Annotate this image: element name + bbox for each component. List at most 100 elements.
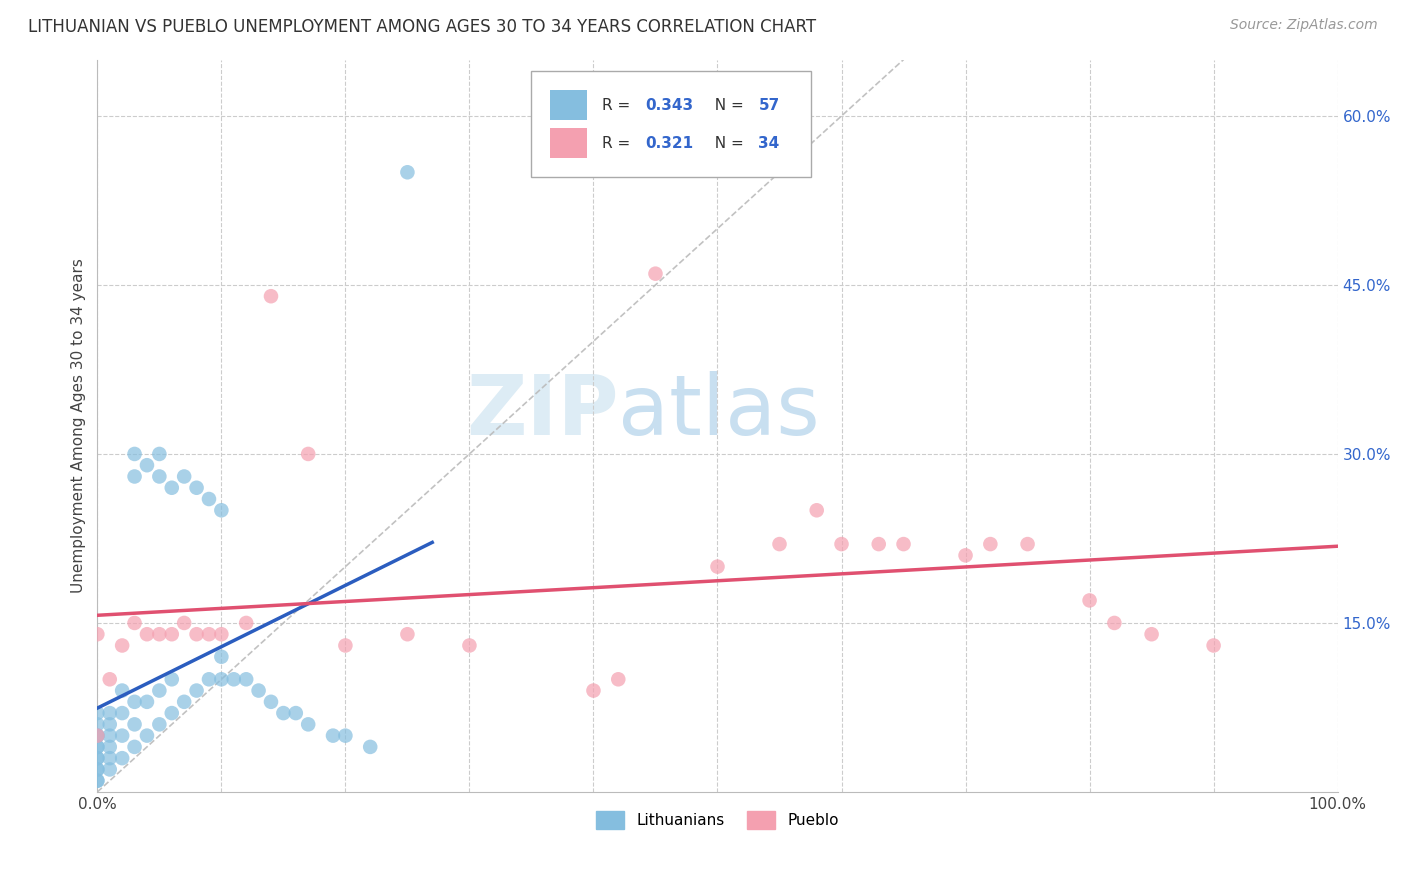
Point	[160, 673, 183, 687]
Point	[86, 739, 108, 754]
Point	[160, 481, 183, 495]
Point	[98, 763, 121, 777]
Point	[148, 469, 170, 483]
Point	[124, 615, 146, 630]
Text: R =: R =	[602, 136, 636, 152]
Point	[1202, 639, 1225, 653]
Point	[124, 447, 146, 461]
Point	[98, 729, 121, 743]
Point	[86, 706, 108, 720]
Text: 57: 57	[758, 97, 780, 112]
Point	[1017, 537, 1039, 551]
Point	[1140, 627, 1163, 641]
Point	[806, 503, 828, 517]
Point	[86, 717, 108, 731]
Point	[173, 469, 195, 483]
Point	[297, 447, 319, 461]
Point	[284, 706, 307, 720]
Point	[111, 639, 134, 653]
Point	[235, 673, 257, 687]
Point	[148, 683, 170, 698]
Point	[136, 627, 159, 641]
Point	[359, 739, 381, 754]
Point	[198, 491, 221, 506]
Point	[98, 706, 121, 720]
Point	[86, 739, 108, 754]
Point	[868, 537, 890, 551]
Point	[1078, 593, 1101, 607]
Point	[955, 549, 977, 563]
Text: LITHUANIAN VS PUEBLO UNEMPLOYMENT AMONG AGES 30 TO 34 YEARS CORRELATION CHART: LITHUANIAN VS PUEBLO UNEMPLOYMENT AMONG …	[28, 18, 817, 36]
Point	[86, 773, 108, 788]
Point	[209, 627, 232, 641]
Point	[136, 695, 159, 709]
Point	[893, 537, 915, 551]
Point	[86, 763, 108, 777]
Point	[582, 683, 605, 698]
Point	[198, 673, 221, 687]
Point	[124, 739, 146, 754]
Point	[396, 627, 419, 641]
Point	[607, 673, 630, 687]
Point	[136, 729, 159, 743]
Point	[247, 683, 270, 698]
Point	[124, 469, 146, 483]
Point	[260, 289, 283, 303]
Point	[335, 729, 357, 743]
Point	[98, 751, 121, 765]
Point	[98, 717, 121, 731]
Text: N =: N =	[704, 97, 749, 112]
Point	[198, 627, 221, 641]
Point	[148, 627, 170, 641]
Point	[186, 683, 208, 698]
Point	[148, 717, 170, 731]
Text: R =: R =	[602, 97, 636, 112]
Point	[768, 537, 790, 551]
Bar	[550, 128, 588, 159]
Point	[111, 751, 134, 765]
Point	[124, 695, 146, 709]
Point	[86, 773, 108, 788]
Point	[86, 763, 108, 777]
Point	[86, 627, 108, 641]
FancyBboxPatch shape	[531, 70, 810, 177]
Point	[186, 627, 208, 641]
Text: Source: ZipAtlas.com: Source: ZipAtlas.com	[1230, 18, 1378, 32]
Bar	[550, 89, 588, 120]
Legend: Lithuanians, Pueblo: Lithuanians, Pueblo	[591, 805, 845, 836]
Text: 34: 34	[758, 136, 780, 152]
Point	[160, 627, 183, 641]
Point	[979, 537, 1001, 551]
Point	[209, 673, 232, 687]
Point	[124, 717, 146, 731]
Point	[644, 267, 666, 281]
Point	[111, 683, 134, 698]
Point	[86, 729, 108, 743]
Point	[86, 751, 108, 765]
Text: ZIP: ZIP	[465, 371, 619, 451]
Point	[98, 673, 121, 687]
Point	[173, 615, 195, 630]
Point	[706, 559, 728, 574]
Y-axis label: Unemployment Among Ages 30 to 34 years: Unemployment Among Ages 30 to 34 years	[72, 259, 86, 593]
Text: N =: N =	[704, 136, 749, 152]
Point	[831, 537, 853, 551]
Point	[209, 649, 232, 664]
Point	[209, 503, 232, 517]
Point	[160, 706, 183, 720]
Point	[458, 639, 481, 653]
Point	[297, 717, 319, 731]
Text: 0.321: 0.321	[645, 136, 693, 152]
Point	[98, 739, 121, 754]
Point	[322, 729, 344, 743]
Point	[396, 165, 419, 179]
Point	[111, 729, 134, 743]
Point	[273, 706, 295, 720]
Point	[1104, 615, 1126, 630]
Point	[335, 639, 357, 653]
Point	[235, 615, 257, 630]
Point	[148, 447, 170, 461]
Point	[86, 729, 108, 743]
Point	[260, 695, 283, 709]
Point	[222, 673, 245, 687]
